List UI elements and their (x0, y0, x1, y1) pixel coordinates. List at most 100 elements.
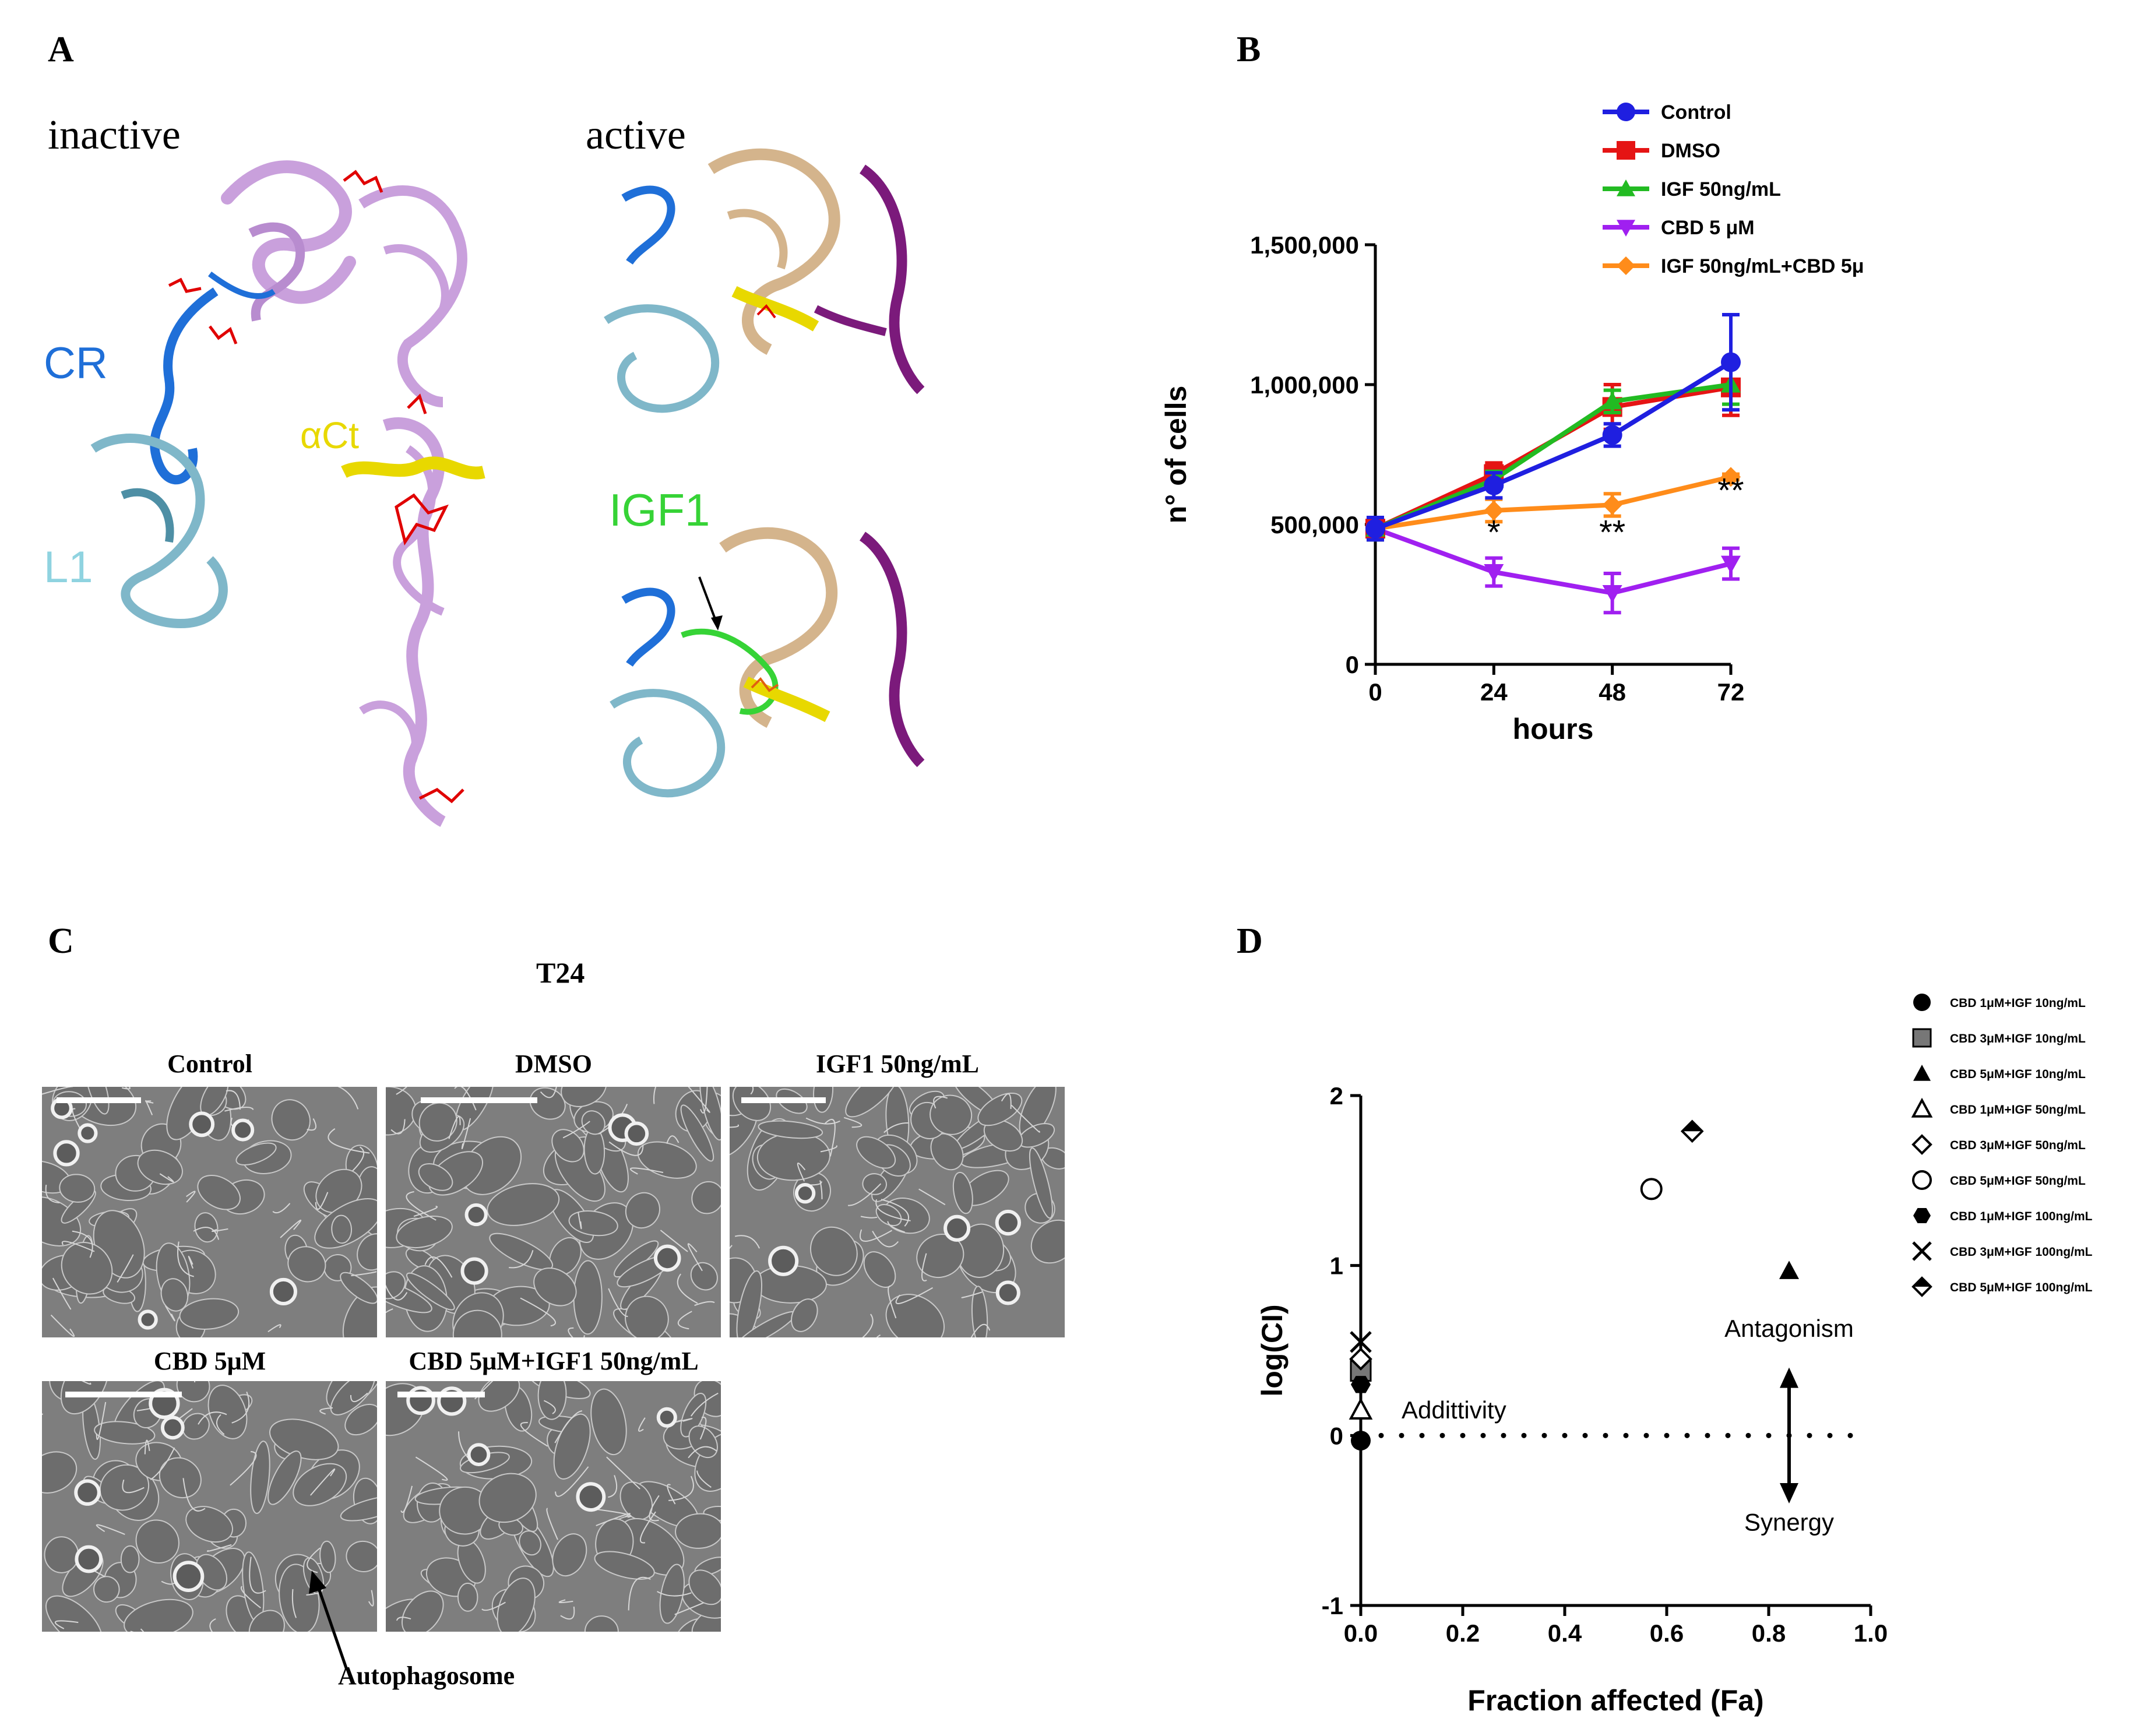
cell-body (137, 1149, 183, 1185)
cell-process (209, 1618, 216, 1632)
legend-label: CBD 5 μM (1661, 217, 1755, 239)
cell-body (551, 1129, 585, 1163)
cell-body (120, 1545, 140, 1573)
y-tick-label: 0 (1346, 651, 1359, 678)
scatter-point-7 (1350, 1331, 1372, 1353)
x-marker-stroke (1350, 1331, 1372, 1353)
x-axis-label: hours (1513, 713, 1594, 745)
cell-process (843, 1117, 862, 1128)
cell-process (638, 1417, 646, 1432)
cell-body (94, 1421, 156, 1445)
panel-letter-c: C (48, 921, 74, 961)
cell-process (568, 1327, 574, 1337)
cell-body (487, 1183, 560, 1226)
cell-body (452, 1309, 502, 1337)
cell-process (961, 1291, 983, 1298)
rounded-cell (794, 1182, 816, 1204)
cell-process (241, 1586, 261, 1608)
cell-process (862, 1314, 874, 1337)
rounded-cell (189, 1111, 215, 1138)
data-point (1721, 555, 1741, 574)
cell-process (454, 1087, 477, 1111)
micro-label-cbd-igf1: CBD 5μM+IGF1 50ng/mL (409, 1347, 699, 1375)
cell-body (659, 1564, 685, 1624)
cell-process (81, 1381, 91, 1385)
cell-process (386, 1284, 408, 1301)
cell-body (396, 1216, 453, 1248)
legend-marker (1913, 1208, 1931, 1223)
label-act: αCt (300, 414, 359, 456)
legend-label: CBD 1μM+IGF 50ng/mL (1950, 1103, 2086, 1117)
cell-body (863, 1251, 896, 1288)
cell-body (267, 1450, 302, 1505)
cell-process (406, 1191, 436, 1221)
y-tick-label: 500,000 (1270, 511, 1359, 538)
cell-process (895, 1287, 933, 1304)
x-tick-label: 0.4 (1548, 1619, 1582, 1647)
cell-process (267, 1324, 281, 1333)
annotation-antagonism: Antagonism (1724, 1315, 1854, 1342)
legend-marker (1911, 1134, 1932, 1155)
line-chart: 0 500,000 1,000,000 1,500,000 0 24 48 72 hours n°… (1160, 101, 1881, 745)
panel-letter-d: D (1237, 921, 1263, 961)
cell-body (594, 1551, 655, 1580)
cell-process (130, 1628, 145, 1632)
cell-body (160, 1278, 189, 1312)
legend-marker (1912, 1028, 1932, 1048)
cell-body (619, 1481, 653, 1520)
legend-label: CBD 3μM+IGF 50ng/mL (1950, 1139, 2086, 1152)
micrograph-control (42, 1087, 377, 1337)
scatter-point-4 (1349, 1347, 1372, 1371)
cell-process (797, 1163, 806, 1182)
cell-process (555, 1466, 589, 1497)
cell-body (406, 1272, 455, 1311)
cell-body (182, 1413, 210, 1440)
cell-body (680, 1104, 714, 1162)
cell-body (179, 1298, 240, 1330)
cell-process (96, 1402, 107, 1440)
cell-body (1029, 1147, 1053, 1219)
cell-body (319, 1540, 336, 1573)
cell-process (396, 1087, 407, 1095)
cell-body (185, 1506, 233, 1543)
panel-a-structures (90, 148, 925, 827)
cell-process (415, 1456, 448, 1481)
label-cr: CR (44, 339, 108, 388)
legend-marker (1912, 1241, 1932, 1261)
series-3 (1365, 516, 1741, 615)
cell-body (584, 1615, 619, 1632)
cell-process (319, 1407, 333, 1415)
cell-body (690, 1262, 718, 1291)
x-tick-label: 48 (1599, 678, 1626, 706)
cell-body (533, 1267, 577, 1307)
cell-body (59, 1174, 96, 1203)
cell-process (750, 1087, 754, 1095)
scatter-point-3 (1349, 1397, 1373, 1420)
cell-body (497, 1577, 536, 1632)
cell-process (307, 1547, 321, 1573)
label-active: active (586, 111, 686, 158)
cell-process (554, 1410, 583, 1443)
micrograph-cbd (42, 1381, 377, 1632)
inactive-receptor-structure (221, 160, 467, 827)
rounded-cell (460, 1257, 488, 1285)
cell-body (457, 1582, 478, 1612)
rounded-cell (78, 1123, 98, 1143)
legend-label: CBD 5μM+IGF 100ng/mL (1950, 1281, 2093, 1294)
series-0 (1365, 313, 1741, 542)
rounded-cell (995, 1280, 1020, 1305)
cell-process (350, 1392, 368, 1403)
cell-process (888, 1285, 897, 1319)
cell-process (1011, 1104, 1040, 1133)
cell-body (552, 1533, 587, 1577)
active-top-structure (604, 148, 925, 413)
cell-body (809, 1226, 858, 1276)
series-line (1374, 382, 1731, 531)
cell-body (197, 1175, 241, 1210)
cell-process (734, 1235, 761, 1249)
cell-body (489, 1233, 554, 1270)
cell-process (688, 1087, 710, 1113)
cell-body (235, 1142, 277, 1165)
cell-process (608, 1141, 644, 1156)
cell-process (226, 1090, 241, 1110)
